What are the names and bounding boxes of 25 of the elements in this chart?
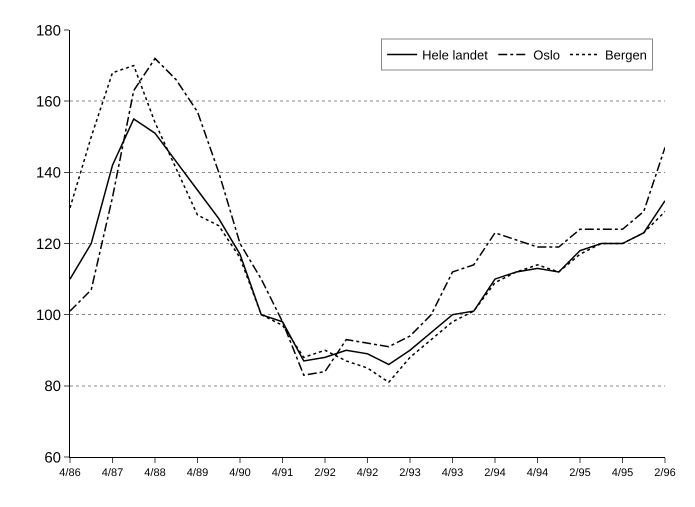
y-tick-label: 60 [44,449,61,466]
x-tick-label: 4/86 [59,467,81,480]
x-tick-label: 4/89 [186,467,208,480]
y-tick-label: 160 [36,93,61,110]
x-tick-label: 4/95 [612,467,634,480]
y-tick-label: 80 [44,378,61,396]
x-tick-label: 2/93 [399,467,421,480]
x-tick-label: 2/94 [484,467,506,480]
x-tick-label: 4/87 [102,467,124,480]
x-tick-label: 4/94 [526,467,548,480]
x-tick-label: 4/88 [144,467,166,480]
x-tick-label: 4/90 [229,467,251,480]
x-tick-label: 2/95 [569,467,591,480]
y-tick-label: 100 [36,306,61,324]
y-tick-label: 140 [36,164,61,182]
x-tick-label: 4/91 [272,467,294,480]
y-tick-label: 180 [36,22,61,40]
legend-label: Oslo [533,48,560,63]
y-tick-label: 120 [36,236,61,253]
x-tick-label: 2/96 [654,467,676,480]
x-tick-label: 4/93 [442,467,464,480]
legend-label: Hele landet [422,48,488,63]
legend-label: Bergen [604,48,647,63]
x-tick-label: 4/92 [356,467,378,480]
x-tick-label: 2/92 [314,467,336,480]
